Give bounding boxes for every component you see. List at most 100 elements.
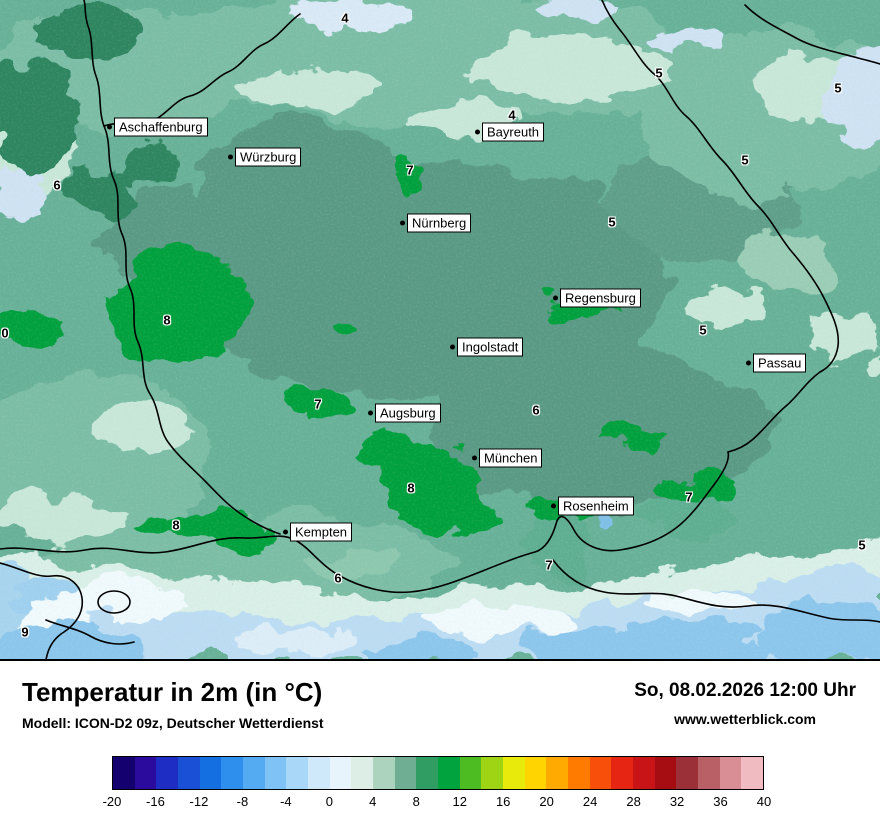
scale-tick-label: 24 (582, 794, 598, 809)
temperature-value-label: 4 (508, 107, 516, 123)
temperature-value-label: 9 (21, 624, 29, 640)
map-background (0, 0, 880, 659)
city-dot (553, 295, 558, 301)
border-lines (0, 0, 880, 659)
city-dot (746, 360, 751, 366)
scale-color-segment (416, 757, 439, 789)
scale-tick-label: 32 (669, 794, 685, 809)
city-dot (228, 154, 233, 160)
city-label: München (479, 448, 543, 468)
scale-color-segment (134, 757, 157, 789)
scale-color-segment (524, 757, 547, 789)
scale-tick-label: 20 (539, 794, 554, 809)
scale-tick-label: 40 (756, 794, 772, 809)
city-marker-augsburg: Augsburg (368, 403, 441, 423)
city-label: Bayreuth (482, 122, 545, 142)
scale-color-segment (156, 757, 179, 789)
temperature-value-label: 8 (172, 517, 180, 533)
city-marker-passau: Passau (746, 353, 807, 373)
page-title: Temperatur in 2m (in °C) (22, 677, 323, 707)
scale-color-segment (568, 757, 590, 789)
scale-color-segment (221, 757, 244, 789)
scale-color-segment (351, 757, 374, 789)
scale-tick-label: -12 (189, 794, 209, 809)
scale-color-segment (199, 757, 222, 789)
scale-color-segment (546, 757, 569, 789)
city-label: Passau (753, 353, 807, 373)
website-link[interactable]: www.wetterblick.com (674, 711, 817, 727)
scale-color-segment (178, 757, 200, 789)
city-marker-rosenheim: Rosenheim (551, 496, 634, 516)
footer-right: So, 08.02.2026 12:00 Uhr www.wetterblick… (634, 677, 856, 727)
scale-color-segment (438, 757, 460, 789)
city-dot (475, 129, 480, 135)
scale-tick-label: -16 (146, 794, 165, 809)
speckle-texture-dark (0, 0, 880, 659)
scale-color-segment (308, 757, 330, 789)
city-label: Ingolstadt (457, 337, 524, 357)
city-dot (400, 220, 405, 226)
temperature-value-label: 5 (834, 80, 842, 96)
scale-tick-label: 0 (325, 794, 333, 809)
city-dot (283, 529, 288, 535)
map-overlay: Aschaffenburg Würzburg Bayreuth Nürnberg Reg… (1, 11, 866, 640)
temperature-value-label: 5 (741, 152, 749, 168)
temperature-value-label: 5 (858, 537, 866, 553)
temperature-value-label: 8 (163, 312, 171, 328)
scale-color-segment (329, 757, 352, 789)
scale-tick-label: 12 (452, 794, 467, 809)
footer-text-row: Temperatur in 2m (in °C) Modell: ICON-D2… (0, 661, 880, 731)
scale-color-segment (113, 757, 135, 789)
city-marker-regensburg: Regensburg (553, 288, 641, 308)
scale-tick-label: 16 (495, 794, 511, 809)
scale-tick-label: 28 (626, 794, 641, 809)
color-scale-bar (112, 756, 764, 790)
temperature-value-label: 8 (407, 480, 415, 496)
scale-color-segment (373, 757, 395, 789)
scale-color-segment (264, 757, 287, 789)
temperature-value-label: 0 (1, 325, 9, 341)
temperature-value-label: 7 (545, 557, 553, 573)
model-info: Modell: ICON-D2 09z, Deutscher Wetterdie… (22, 715, 324, 731)
city-dot (107, 124, 112, 130)
temperature-value-label: 5 (655, 65, 663, 81)
scale-color-segment (676, 757, 699, 789)
city-label: Augsburg (375, 403, 441, 423)
city-marker-n-rnberg: Nürnberg (400, 213, 472, 233)
scale-color-segment (481, 757, 504, 789)
city-marker-aschaffenburg: Aschaffenburg (107, 117, 208, 137)
scale-tick-label: -8 (236, 794, 249, 809)
temperature-value-label: 6 (53, 177, 61, 193)
scale-tick-label: -20 (102, 794, 122, 809)
map-area: Aschaffenburg Würzburg Bayreuth Nürnberg Reg… (0, 0, 880, 661)
scale-color-segment (741, 757, 764, 789)
temperature-value-label: 7 (314, 396, 322, 412)
city-dot (450, 344, 455, 350)
scale-tick-label: -4 (280, 794, 292, 809)
color-scale: -20 -16 -12 -8 -4 0 4 8 12 16 20 24 28 32 36 40 (103, 756, 772, 812)
temperature-value-label: 7 (406, 162, 414, 178)
city-label: Regensburg (560, 288, 641, 308)
color-scale-ticks: -20 -16 -12 -8 -4 0 4 8 12 16 20 24 28 32 36 40 (103, 794, 772, 812)
city-label: Nürnberg (407, 213, 472, 233)
scale-color-segment (633, 757, 655, 789)
scale-color-segment (654, 757, 677, 789)
scale-color-segment (459, 757, 482, 789)
city-dot (551, 503, 556, 509)
scale-tick-label: 36 (713, 794, 728, 809)
footer-left: Temperatur in 2m (in °C) Modell: ICON-D2… (22, 677, 324, 731)
city-marker-w-rzburg: Würzburg (228, 147, 302, 167)
scale-color-segment (286, 757, 309, 789)
scale-tick-label: 8 (412, 794, 420, 809)
temperature-value-label: 5 (608, 214, 616, 230)
scale-color-segment (503, 757, 525, 789)
footer: Temperatur in 2m (in °C) Modell: ICON-D2… (0, 661, 880, 828)
temperature-value-label: 5 (699, 322, 707, 338)
temperature-value-label: 7 (685, 489, 693, 505)
city-label: Würzburg (235, 147, 302, 167)
city-label: Aschaffenburg (114, 117, 208, 137)
scale-color-segment (394, 757, 417, 789)
scale-color-segment (611, 757, 634, 789)
scale-color-segment (698, 757, 720, 789)
